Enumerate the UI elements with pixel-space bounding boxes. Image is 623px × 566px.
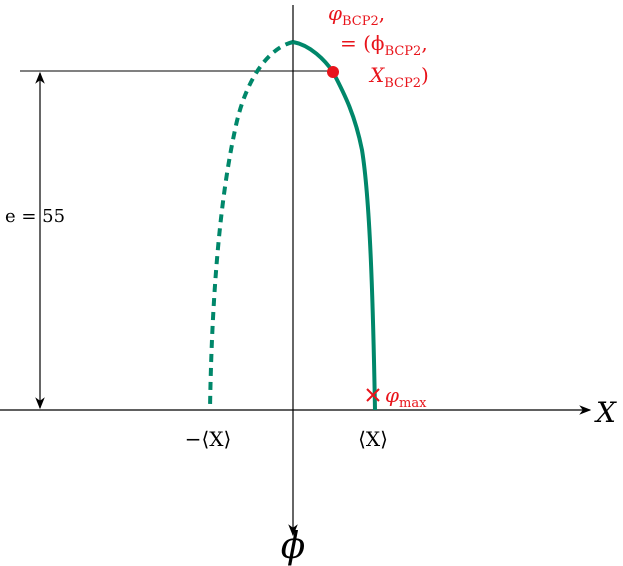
suffix: ) (421, 63, 429, 87)
prefix: = (ϕ (340, 31, 385, 55)
bcp-point (327, 66, 339, 78)
max-marker (366, 388, 380, 402)
bcp-coords-1: = (ϕBCP2, (340, 31, 428, 59)
curve-solid (292, 40, 377, 411)
bcp-coords-2: XBCP2) (368, 63, 429, 91)
phi-axis-label: ϕ (281, 526, 306, 566)
bcp-label: φBCP2, (328, 1, 385, 29)
height-label: e = 55 (5, 206, 65, 227)
curve-dashed (208, 40, 294, 411)
tick-positive: ⟨X⟩ (358, 427, 388, 451)
prefix: X (368, 63, 385, 87)
x-axis-label: X (594, 396, 617, 429)
subscript: max (399, 396, 427, 411)
subscript: BCP2 (342, 14, 379, 29)
subscript: BCP2 (384, 76, 421, 91)
symbol: φ (385, 383, 399, 407)
suffix: , (421, 31, 427, 55)
symbol: φ (328, 1, 342, 25)
suffix: , (379, 1, 385, 25)
max-label: φmax (385, 383, 427, 411)
tick-negative: −⟨X⟩ (185, 427, 232, 451)
subscript: BCP2 (385, 44, 422, 59)
